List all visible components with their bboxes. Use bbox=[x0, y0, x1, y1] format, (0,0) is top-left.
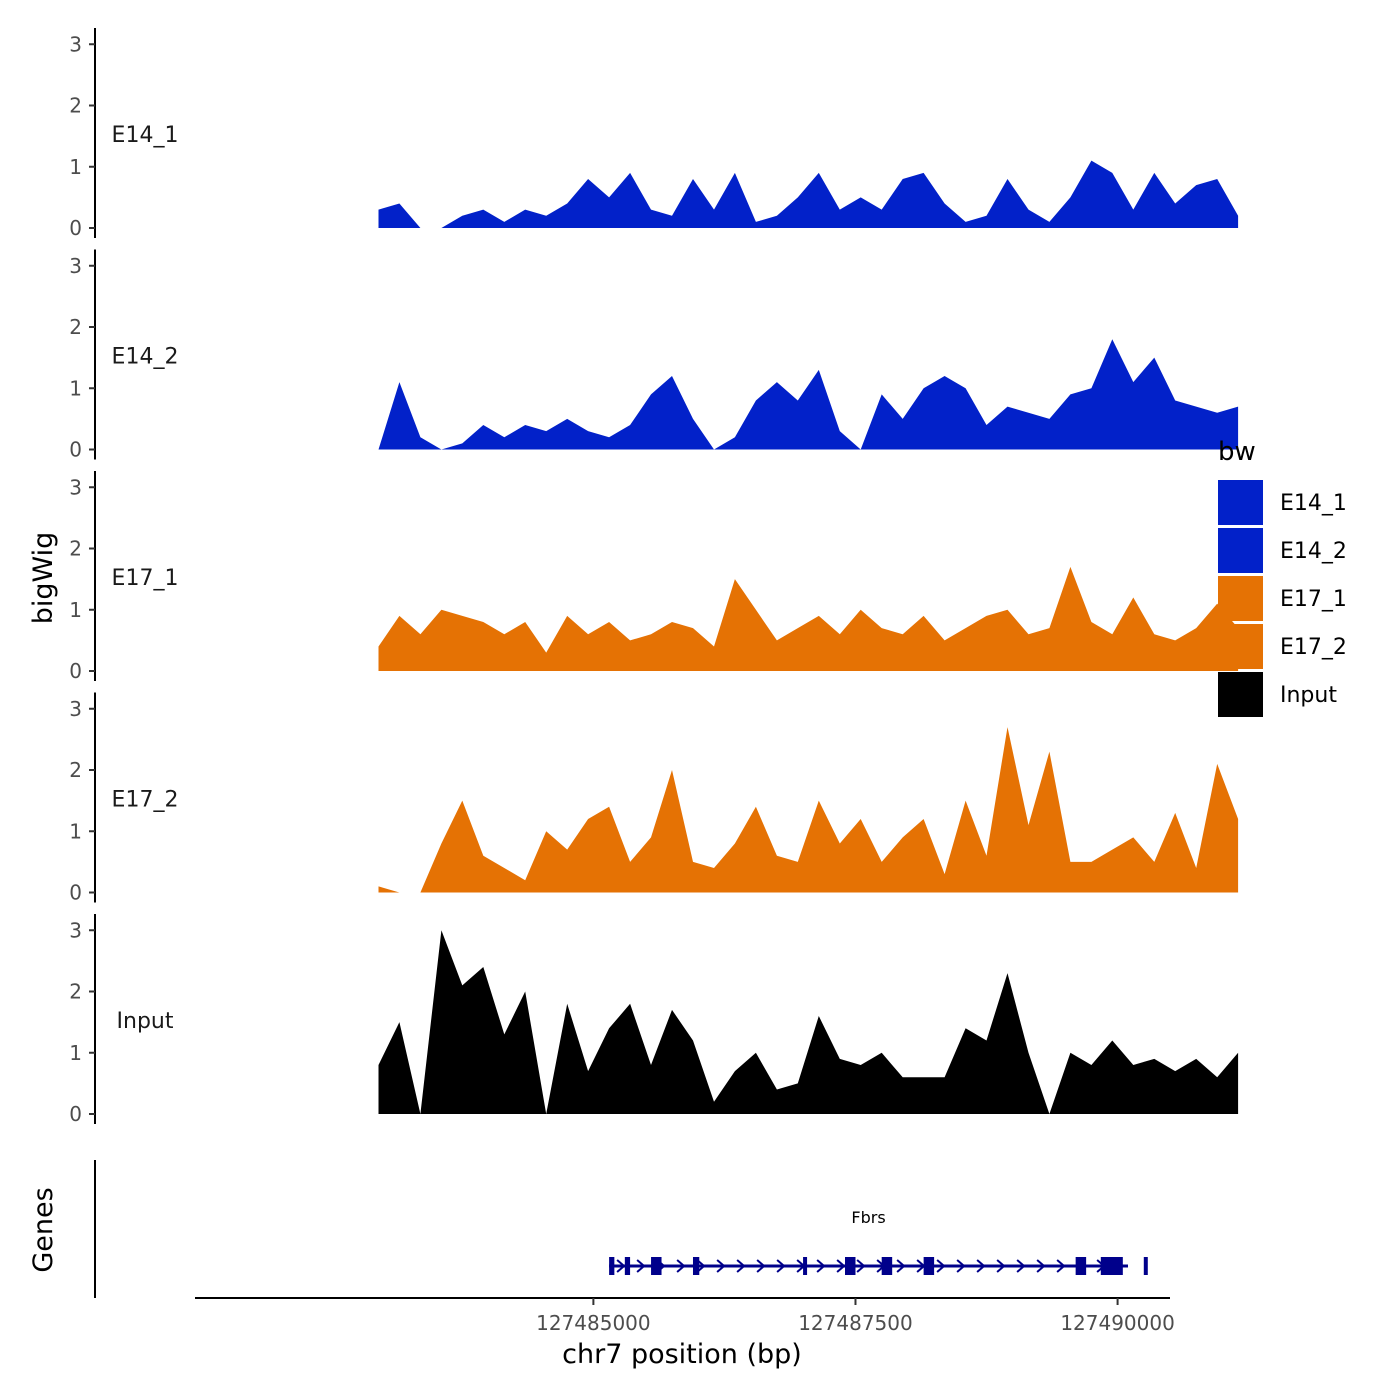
strand-arrow bbox=[636, 1259, 646, 1273]
strand-arrow bbox=[676, 1259, 686, 1273]
track-label: E14_2 bbox=[112, 345, 179, 370]
track-E14_1: 0 1 2 3 E14_1 bbox=[69, 28, 1239, 240]
y-tick-label: 0 bbox=[69, 438, 82, 462]
legend: bw E14_1 E14_2 E17_1 E17_2 Input bbox=[1218, 437, 1347, 717]
gene-exon bbox=[845, 1257, 856, 1275]
legend-key-E17_1 bbox=[1218, 576, 1263, 621]
strand-arrow bbox=[776, 1259, 786, 1273]
track-E14_2: 0 1 2 3 E14_2 bbox=[69, 249, 1239, 462]
x-tick-label: 127485000 bbox=[536, 1311, 651, 1335]
gene-exon bbox=[923, 1257, 935, 1275]
strand-arrow bbox=[696, 1259, 706, 1273]
strand-arrow bbox=[816, 1259, 826, 1273]
y-tick-label: 3 bbox=[69, 918, 82, 942]
strand-arrow bbox=[856, 1259, 866, 1273]
y-tick-label: 0 bbox=[69, 216, 82, 240]
area-E17_2 bbox=[378, 727, 1239, 893]
x-tick-label: 127487500 bbox=[798, 1311, 913, 1335]
legend-key-E17_2 bbox=[1218, 624, 1263, 669]
strand-arrow bbox=[1016, 1259, 1026, 1273]
gene-exon bbox=[692, 1257, 700, 1275]
area-E14_2 bbox=[378, 339, 1239, 450]
y-tick-label: 1 bbox=[69, 598, 82, 622]
gene-Fbrs: Fbrs bbox=[609, 1208, 1148, 1275]
y-tick-label: 2 bbox=[69, 315, 82, 339]
legend-key-Input bbox=[1218, 672, 1263, 717]
track-label: E17_2 bbox=[112, 788, 179, 813]
gene-exon bbox=[609, 1257, 615, 1275]
legend-title: bw bbox=[1218, 437, 1256, 467]
area-Input bbox=[378, 930, 1239, 1114]
gene-exon bbox=[624, 1257, 631, 1275]
y-tick-label: 3 bbox=[69, 475, 82, 499]
y-tick-label: 3 bbox=[69, 254, 82, 278]
y-tick-label: 1 bbox=[69, 1041, 82, 1065]
y-tick-label: 0 bbox=[69, 1102, 82, 1126]
track-label: E17_1 bbox=[112, 566, 179, 591]
y-axis-title: bigWig bbox=[28, 532, 59, 625]
y-tick-label: 0 bbox=[69, 659, 82, 683]
track-E17_2: 0 1 2 3 E17_2 bbox=[69, 692, 1239, 905]
y-tick-label: 0 bbox=[69, 881, 82, 905]
track-Input: 0 1 2 3 Input bbox=[69, 914, 1239, 1126]
y-tick-label: 2 bbox=[69, 537, 82, 561]
strand-arrow bbox=[956, 1259, 966, 1273]
strand-arrow bbox=[756, 1259, 766, 1273]
strand-arrow bbox=[716, 1259, 726, 1273]
gene-exon bbox=[651, 1257, 662, 1275]
track-E17_1: 0 1 2 3 E17_1 bbox=[69, 471, 1239, 683]
strand-arrow bbox=[736, 1259, 746, 1273]
strand-arrow bbox=[616, 1259, 626, 1273]
strand-arrow bbox=[936, 1259, 946, 1273]
y-tick-label: 3 bbox=[69, 697, 82, 721]
x-axis-title: chr7 position (bp) bbox=[562, 1339, 802, 1370]
genes-panel-title: Genes bbox=[28, 1187, 59, 1272]
x-axis: 127485000 127487500 127490000 bbox=[195, 1297, 1175, 1335]
area-E14_1 bbox=[378, 160, 1239, 228]
area-E17_1 bbox=[378, 566, 1239, 671]
gene-exon bbox=[1143, 1257, 1148, 1275]
strand-arrow bbox=[836, 1259, 846, 1273]
strand-arrow bbox=[896, 1259, 906, 1273]
gene-exon bbox=[1100, 1257, 1123, 1275]
y-tick-label: 2 bbox=[69, 94, 82, 118]
track-label: Input bbox=[117, 1009, 174, 1034]
y-tick-label: 2 bbox=[69, 980, 82, 1004]
legend-label: E17_2 bbox=[1280, 635, 1347, 660]
legend-label: E17_1 bbox=[1280, 587, 1347, 612]
legend-label: E14_2 bbox=[1280, 539, 1347, 564]
gene-label: Fbrs bbox=[851, 1208, 885, 1227]
y-tick-label: 2 bbox=[69, 758, 82, 782]
y-tick-label: 1 bbox=[69, 155, 82, 179]
legend-label: Input bbox=[1280, 683, 1337, 708]
bigwig-tracks: 0 1 2 3 E14_1 0 1 2 3 E14_2 0 1 2 3 E17_1 0 1 2 3 E17_2 0 1 2 3… bbox=[69, 28, 1239, 1126]
y-tick-label: 3 bbox=[69, 32, 82, 56]
strand-arrow bbox=[1036, 1259, 1046, 1273]
x-tick-label: 127490000 bbox=[1060, 1311, 1175, 1335]
legend-label: E14_1 bbox=[1280, 491, 1347, 516]
gene-exon bbox=[803, 1257, 808, 1275]
y-tick-label: 1 bbox=[69, 376, 82, 400]
legend-key-E14_1 bbox=[1218, 480, 1263, 525]
legend-key-E14_2 bbox=[1218, 528, 1263, 573]
gene-exon bbox=[881, 1257, 893, 1275]
strand-arrow bbox=[976, 1259, 986, 1273]
strand-arrow bbox=[1056, 1259, 1066, 1273]
gene-exon bbox=[1075, 1257, 1087, 1275]
y-tick-label: 1 bbox=[69, 819, 82, 843]
strand-arrow bbox=[996, 1259, 1006, 1273]
track-label: E14_1 bbox=[112, 123, 179, 148]
genes-panel: Fbrs bbox=[94, 1160, 1148, 1298]
